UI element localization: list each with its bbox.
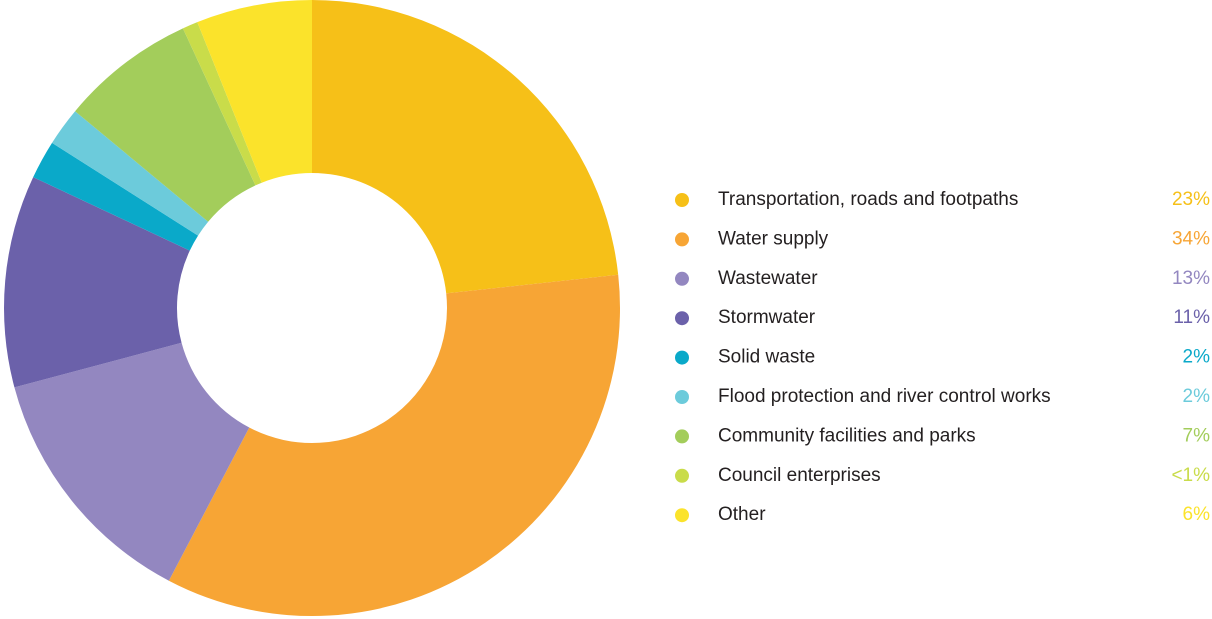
value-label: 13% [1172, 268, 1210, 289]
donut-slice [52, 111, 209, 236]
legend-label: Flood protection and river control works [718, 386, 1051, 407]
legend-marker [675, 429, 689, 444]
value-label: 11% [1173, 307, 1210, 328]
legend-label: Other [718, 504, 766, 525]
value-label: <1% [1171, 465, 1210, 486]
donut-slice [312, 0, 619, 294]
legend-marker [675, 271, 689, 286]
donut-slice [14, 342, 250, 581]
donut-slice [182, 22, 262, 186]
legend-label: Community facilities and parks [718, 425, 976, 446]
donut-slice [3, 177, 190, 388]
legend-label: Solid waste [718, 347, 815, 368]
donut-slice [75, 28, 256, 222]
legend-marker [675, 311, 689, 326]
legend-label: Stormwater [718, 307, 816, 328]
legend-label: Council enterprises [718, 465, 881, 486]
legend-marker [675, 508, 689, 523]
value-label: 2% [1183, 386, 1211, 407]
legend-marker [675, 193, 689, 207]
legend-label: Wastewater [718, 268, 818, 289]
legend-marker [675, 232, 689, 247]
value-label: 7% [1183, 425, 1211, 446]
value-label: 34% [1172, 228, 1210, 249]
legend-marker [675, 390, 689, 404]
donut-slice [33, 142, 199, 251]
value-label: 2% [1183, 347, 1211, 368]
legend-marker [675, 350, 689, 365]
value-label: 23% [1172, 189, 1210, 210]
donut-slice [168, 274, 620, 616]
legend-marker [675, 468, 689, 483]
legend-label: Transportation, roads and footpaths [718, 189, 1018, 210]
value-label: 6% [1183, 504, 1211, 525]
legend-label: Water supply [718, 228, 829, 249]
donut-slice [197, 0, 312, 183]
